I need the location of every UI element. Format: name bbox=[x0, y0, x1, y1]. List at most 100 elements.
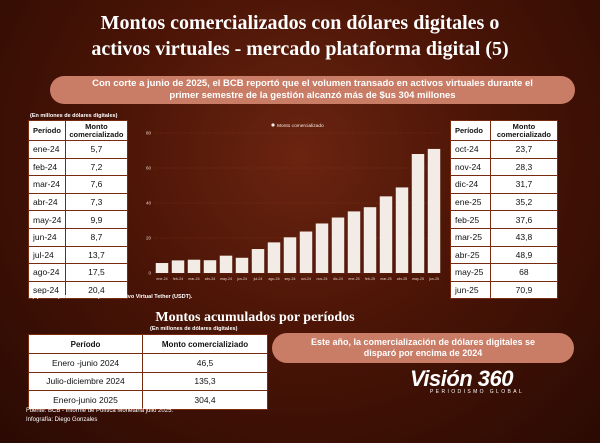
y-tick-label: 60 bbox=[146, 166, 152, 171]
amount-cell: 28,3 bbox=[489, 157, 559, 177]
period-cell: oct-24 bbox=[450, 140, 491, 159]
table-row: ene-25 35,2 bbox=[450, 192, 559, 212]
bar bbox=[235, 257, 249, 273]
amount-cell: 31,7 bbox=[489, 175, 559, 194]
bar bbox=[187, 259, 201, 273]
y-tick-label: 80 bbox=[146, 131, 152, 136]
bar bbox=[411, 154, 425, 273]
bar bbox=[219, 255, 233, 273]
table-row: sep-24 20,4 bbox=[28, 280, 129, 300]
period-cell: feb-24 bbox=[28, 157, 66, 177]
table-row: may-25 68 bbox=[450, 263, 559, 282]
x-tick-label: nov-24 bbox=[317, 277, 328, 281]
x-tick-label: abr-25 bbox=[397, 277, 407, 281]
table-row: ene-24 5,7 bbox=[28, 140, 129, 159]
amount-cell: 7,3 bbox=[64, 192, 129, 212]
amount-cell: 17,5 bbox=[64, 263, 129, 282]
bar bbox=[155, 263, 169, 273]
table-row: mar-25 43,8 bbox=[450, 227, 559, 247]
period-cell: abr-25 bbox=[450, 245, 491, 265]
x-tick-label: oct-24 bbox=[301, 277, 311, 281]
y-tick-label: 20 bbox=[146, 236, 152, 241]
x-tick-label: sep-24 bbox=[285, 277, 296, 281]
table-row: nov-24 28,3 bbox=[450, 157, 559, 177]
x-tick-label: jun-24 bbox=[236, 277, 247, 281]
legend-swatch bbox=[271, 123, 275, 127]
note-line-1: Este año, la comercialización de dólares… bbox=[310, 337, 536, 347]
period-cell: Enero-junio 2025 bbox=[27, 390, 144, 410]
x-tick-label: may-24 bbox=[220, 277, 232, 281]
x-tick-label: may-25 bbox=[412, 277, 424, 281]
highlight-note: Este año, la comercialización de dólares… bbox=[272, 333, 574, 363]
y-tick-label: 40 bbox=[146, 201, 152, 206]
bar bbox=[363, 207, 377, 273]
table-row: oct-24 23,7 bbox=[450, 140, 559, 159]
bar bbox=[347, 211, 361, 273]
bar bbox=[315, 223, 329, 273]
acc-col-amount: Monto comercializiado bbox=[142, 334, 268, 354]
amount-cell: 35,2 bbox=[489, 192, 559, 212]
period-cell: nov-24 bbox=[450, 157, 491, 177]
source-line: Fuente: BCB - Informe de Política Moneta… bbox=[26, 408, 174, 414]
amount-cell: 37,6 bbox=[489, 210, 559, 229]
period-cell: ene-24 bbox=[28, 140, 66, 159]
period-cell: may-24 bbox=[28, 210, 66, 229]
bar bbox=[331, 217, 345, 273]
left-col-period: Período bbox=[28, 120, 66, 141]
acc-col-period: Período bbox=[27, 334, 144, 354]
amount-cell: 68 bbox=[489, 263, 559, 282]
x-tick-label: mar-24 bbox=[188, 277, 199, 281]
bar bbox=[251, 249, 265, 273]
logo-text: Visión 360 bbox=[410, 366, 514, 391]
bar bbox=[395, 187, 409, 273]
period-cell: abr-24 bbox=[28, 192, 66, 212]
amount-cell: 13,7 bbox=[64, 245, 129, 265]
period-cell: dic-24 bbox=[450, 175, 491, 194]
left-col-amount: Monto comercializado bbox=[64, 120, 129, 141]
table-row: feb-24 7,2 bbox=[28, 157, 129, 177]
title-line-2: activos virtuales - mercado plataforma d… bbox=[91, 38, 509, 60]
amount-cell: 43,8 bbox=[489, 227, 559, 247]
title-line-1: Montos comercializados con dólares digit… bbox=[100, 12, 500, 34]
amount-cell: 48,9 bbox=[489, 245, 559, 265]
vision360-logo: Visión 360 PERIODISMO GLOBAL bbox=[410, 366, 550, 395]
period-cell: sep-24 bbox=[28, 280, 66, 300]
period-cell: ene-25 bbox=[450, 192, 491, 212]
amount-cell: 20,4 bbox=[64, 280, 129, 300]
x-tick-label: dic-24 bbox=[333, 277, 343, 281]
bar bbox=[379, 196, 393, 273]
accumulated-table: Período Monto comercializiado Enero -jun… bbox=[27, 334, 268, 410]
x-tick-label: ago-24 bbox=[268, 277, 279, 281]
credit-line: Infografía: Diego Gonzales bbox=[26, 417, 98, 423]
right-col-amount: Monto comercializado bbox=[489, 120, 559, 141]
note-line-2: disparó por encima de 2024 bbox=[363, 348, 483, 358]
table-row: mar-24 7,6 bbox=[28, 175, 129, 194]
amount-cell: 135,3 bbox=[142, 371, 268, 391]
x-tick-label: feb-24 bbox=[173, 277, 183, 281]
left-monthly-table: Período Monto comercializado ene-24 5,7 feb… bbox=[28, 120, 129, 300]
bar bbox=[267, 242, 281, 273]
left-table-units: (En millones de dólares digitales) bbox=[30, 113, 118, 119]
bar bbox=[427, 148, 441, 273]
subtitle-banner: Con corte a junio de 2025, el BCB report… bbox=[50, 76, 575, 104]
y-tick-label: 0 bbox=[148, 271, 151, 276]
table-row: ago-24 17,5 bbox=[28, 263, 129, 282]
subtitle-line-1: Con corte a junio de 2025, el BCB report… bbox=[92, 78, 533, 89]
bar bbox=[171, 260, 185, 273]
amount-cell: 304,4 bbox=[142, 390, 268, 410]
right-col-period: Período bbox=[450, 120, 491, 141]
bar bbox=[283, 237, 297, 273]
table-row: jul-24 13,7 bbox=[28, 245, 129, 265]
amount-cell: 7,2 bbox=[64, 157, 129, 177]
table-row: feb-25 37,6 bbox=[450, 210, 559, 229]
x-tick-label: abr-24 bbox=[205, 277, 215, 281]
subtitle-line-2: primer semestre de la gestión alcanzó má… bbox=[169, 90, 456, 101]
bar bbox=[299, 231, 313, 273]
amount-cell: 5,7 bbox=[64, 140, 129, 159]
table-row: Enero -junio 2024 46,5 bbox=[27, 353, 268, 373]
period-cell: jul-24 bbox=[28, 245, 66, 265]
x-tick-label: ene-25 bbox=[348, 277, 359, 281]
accumulated-units: (En millones de dólares digitales) bbox=[150, 326, 238, 332]
footnote: (5) Corresponde a la compra del Activo V… bbox=[32, 294, 193, 300]
amount-cell: 8,7 bbox=[64, 227, 129, 247]
